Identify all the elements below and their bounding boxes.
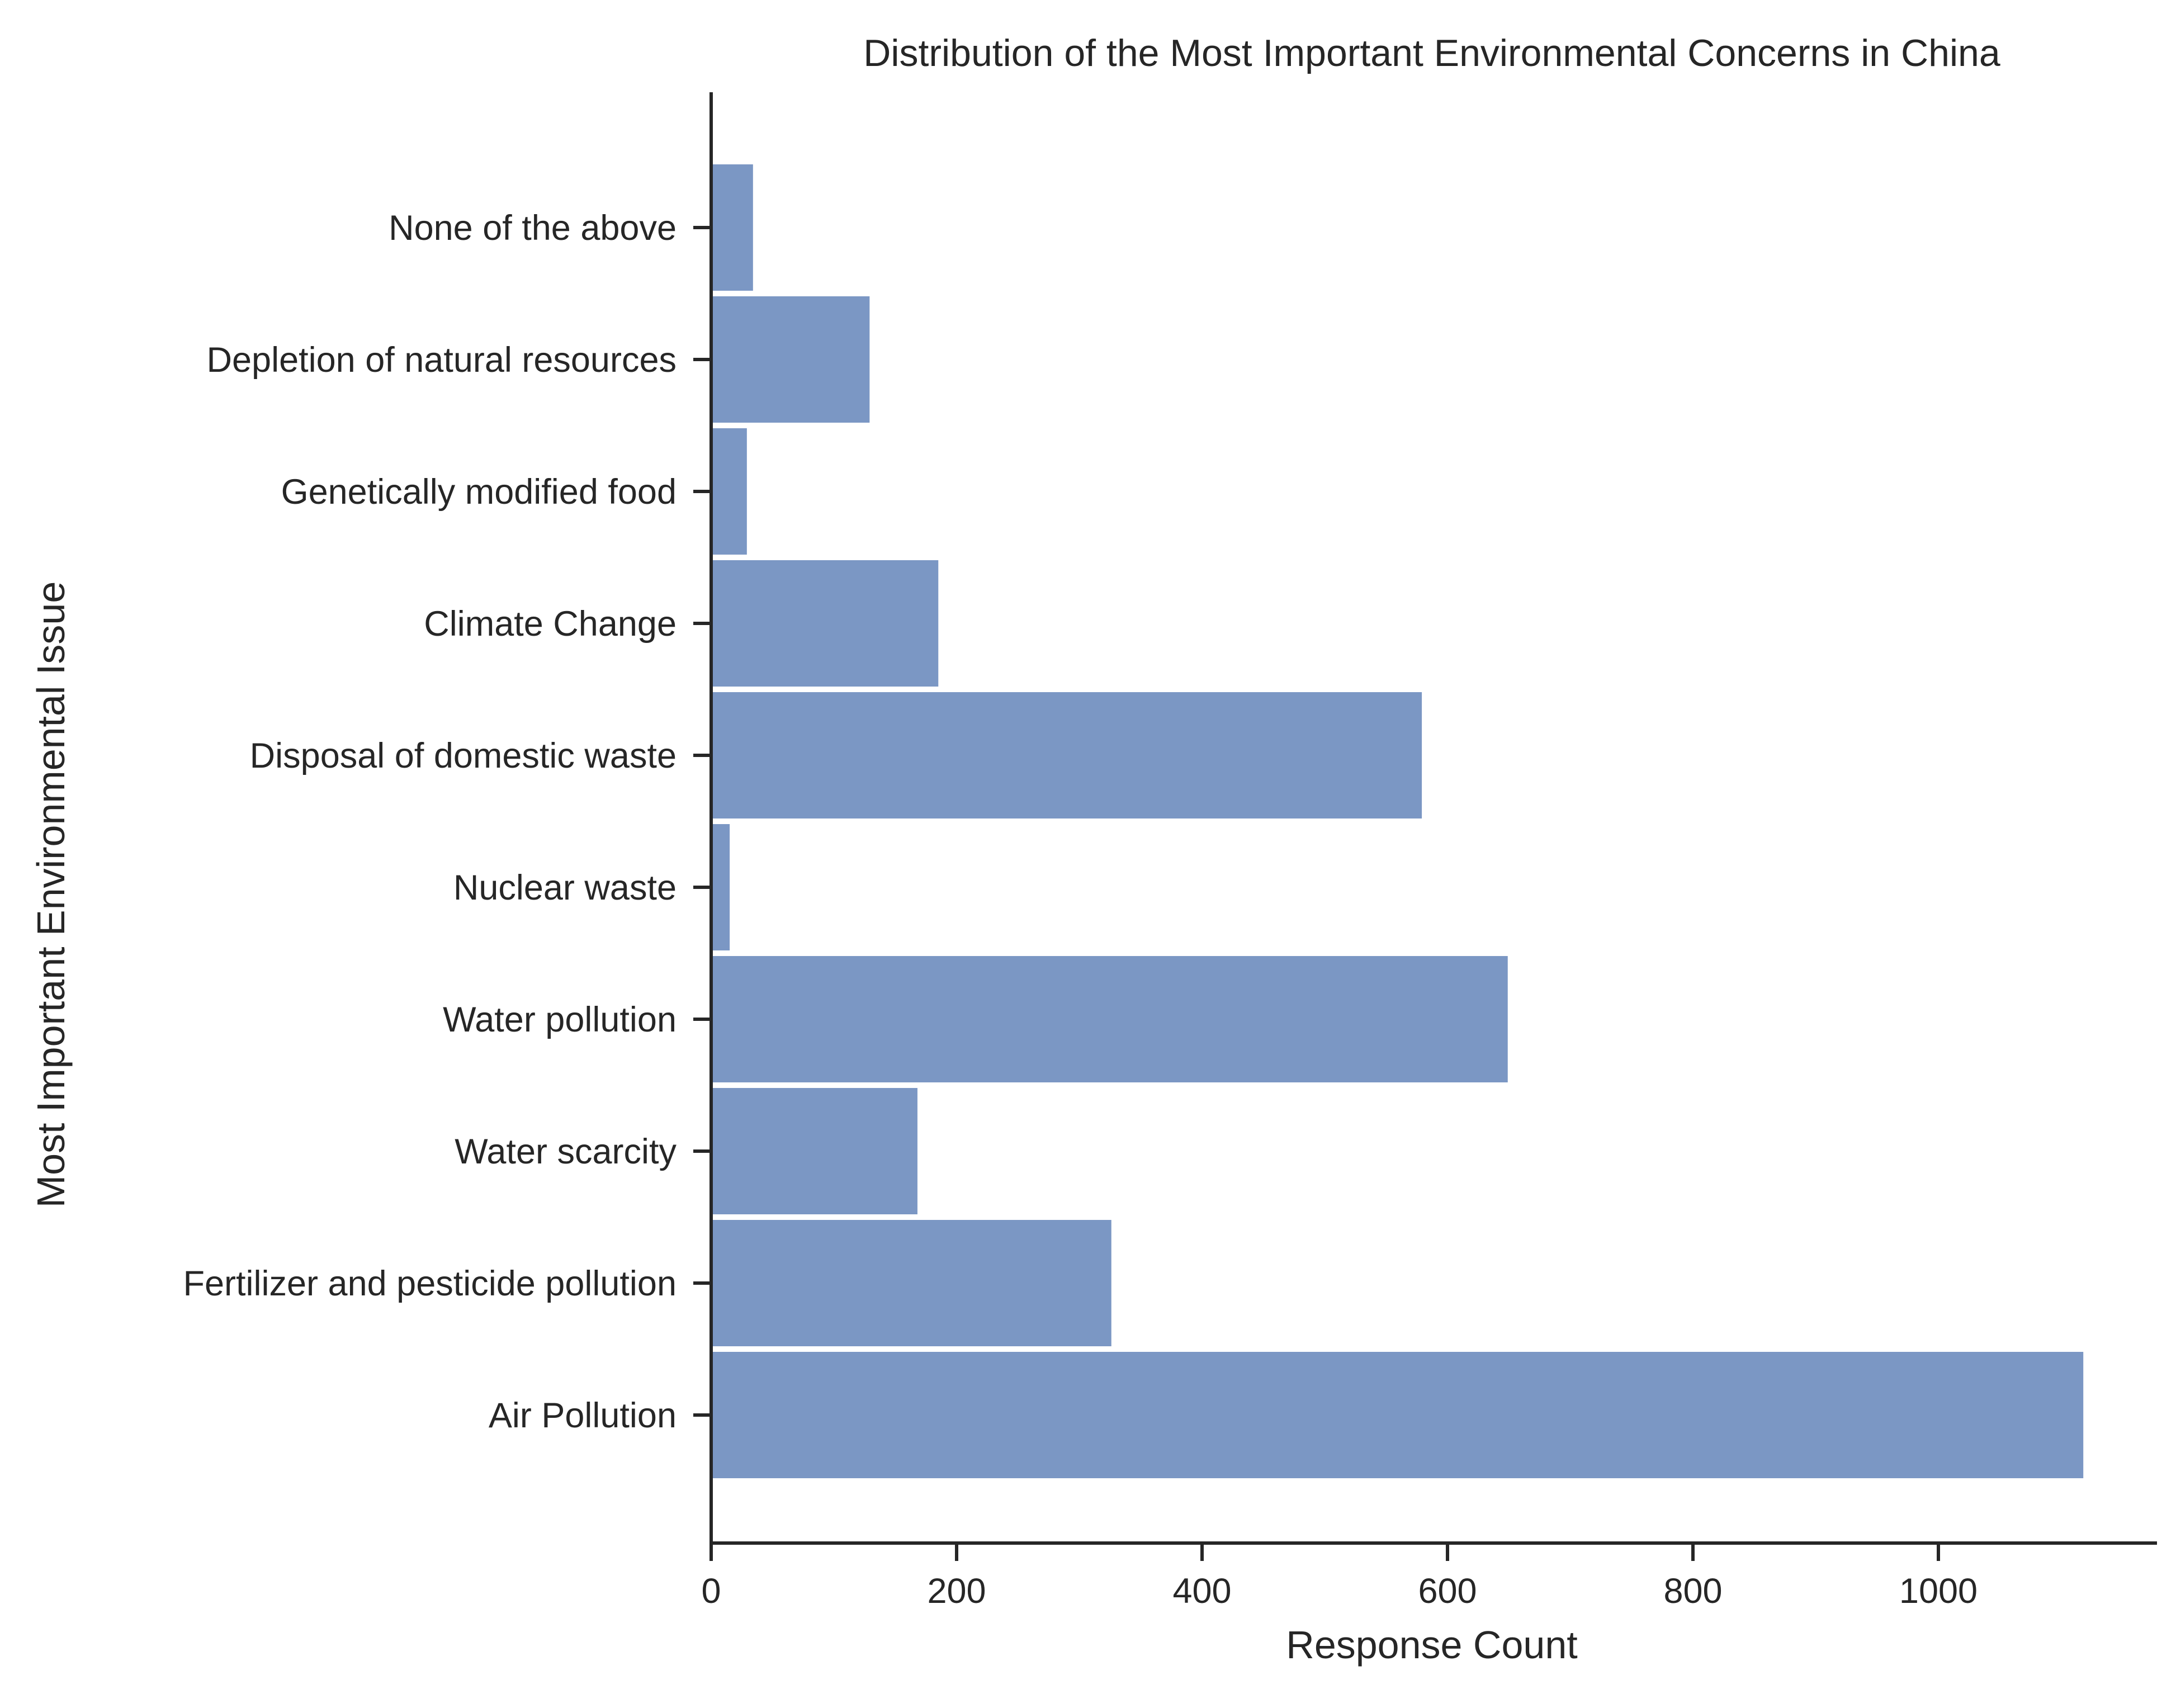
- bar-none-of-the-above: [710, 162, 755, 293]
- x-tick-label-800: 800: [1663, 1572, 1722, 1611]
- y-tick-label-climate-change: Climate Change: [424, 604, 677, 644]
- bar-disposal-of-domestic-waste: [710, 690, 1425, 821]
- bar-fertilizer-and-pesticide-pollution: [710, 1218, 1114, 1349]
- y-tick-label-disposal-of-domestic-waste: Disposal of domestic waste: [250, 736, 677, 775]
- y-tick-label-air-pollution: Air Pollution: [489, 1396, 677, 1435]
- x-tick-label-0: 0: [701, 1572, 721, 1611]
- x-tick-label-600: 600: [1418, 1572, 1477, 1611]
- bar-depletion-of-natural-resources: [710, 294, 872, 425]
- x-axis-label: Response Count: [1286, 1623, 1577, 1667]
- y-tick-label-water-pollution: Water pollution: [443, 1000, 677, 1039]
- x-tick-label-400: 400: [1172, 1572, 1231, 1611]
- y-tick-label-nuclear-waste: Nuclear waste: [453, 868, 677, 907]
- bar-nuclear-waste: [710, 822, 732, 953]
- y-tick-label-genetically-modified-food: Genetically modified food: [281, 472, 677, 512]
- y-axis-label: Most Important Environmental Issue: [29, 581, 73, 1208]
- bar-air-pollution: [710, 1350, 2086, 1480]
- x-ticks-layer: 0 200 400 600 800 1000: [701, 1543, 1978, 1611]
- bar-water-pollution: [710, 954, 1510, 1085]
- y-tick-label-depletion-of-natural-resources: Depletion of natural resources: [207, 340, 677, 380]
- y-tick-label-fertilizer-and-pesticide-pollution: Fertilizer and pesticide pollution: [183, 1264, 677, 1303]
- y-ticks-layer: None of the above Depletion of natural re…: [183, 209, 711, 1435]
- bar-climate-change: [710, 558, 941, 689]
- bar-water-scarcity: [710, 1086, 920, 1217]
- y-tick-label-none-of-the-above: None of the above: [389, 209, 677, 248]
- y-tick-label-water-scarcity: Water scarcity: [455, 1132, 677, 1171]
- x-tick-label-200: 200: [927, 1572, 986, 1611]
- bar-genetically-modified-food: [710, 426, 749, 557]
- chart-title: Distribution of the Most Important Envir…: [863, 32, 2000, 74]
- x-tick-label-1000: 1000: [1899, 1572, 1978, 1611]
- bars-layer: [710, 162, 2086, 1480]
